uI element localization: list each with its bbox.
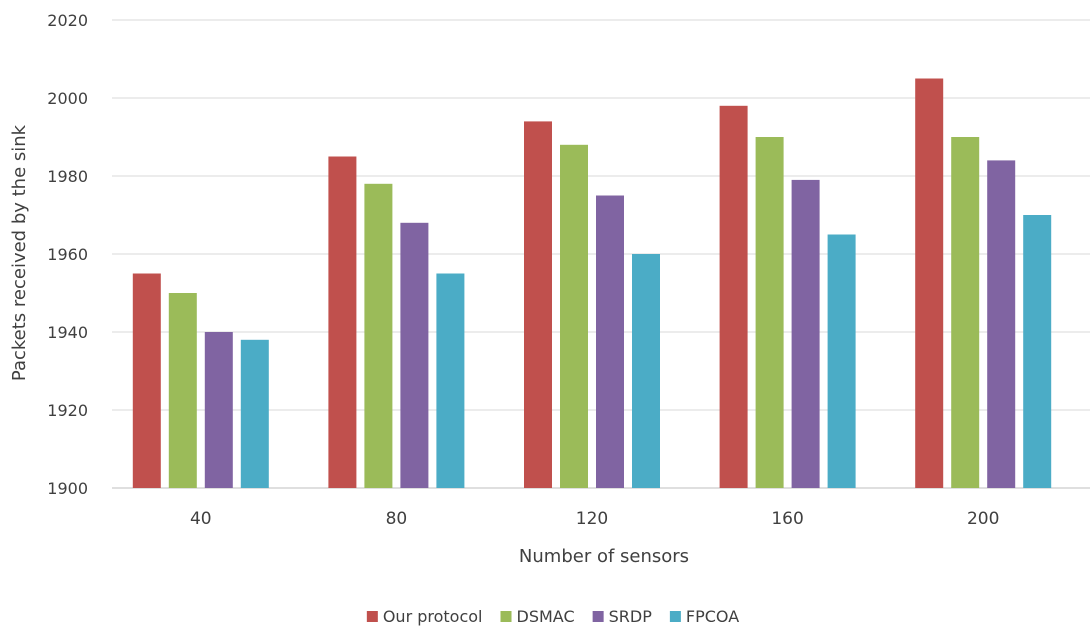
bar-srdp-200 xyxy=(987,160,1016,488)
x-tick-label: 200 xyxy=(967,509,999,529)
bar-our-protocol-80 xyxy=(328,156,357,488)
x-tick-label: 80 xyxy=(386,509,408,529)
bar-fpcoa-80 xyxy=(436,273,465,488)
bar-our-protocol-120 xyxy=(524,121,552,489)
bar-srdp-160 xyxy=(791,179,820,488)
bar-srdp-120 xyxy=(596,195,624,488)
y-tick-label: 1980 xyxy=(47,167,88,186)
legend-item-fpcoa: FPCOA xyxy=(669,607,739,626)
bar-dsmac-120 xyxy=(560,144,588,489)
y-axis-tick-labels: 1900 1920 1940 1960 1980 2000 2020 xyxy=(47,11,88,498)
y-tick-label: 1940 xyxy=(47,323,88,342)
y-tick-label: 2000 xyxy=(47,89,88,108)
bar-dsmac-40 xyxy=(168,293,197,488)
bar-our-protocol-200 xyxy=(915,78,944,488)
legend-label: Our protocol xyxy=(383,607,483,626)
bar-dsmac-160 xyxy=(755,137,784,488)
y-tick-label: 2020 xyxy=(47,11,88,30)
legend-swatch xyxy=(500,611,512,622)
bar-srdp-40 xyxy=(204,332,233,488)
x-tick-label: 160 xyxy=(771,509,803,529)
legend-swatch xyxy=(592,611,604,622)
bar-our-protocol-40 xyxy=(132,273,161,488)
legend-swatch xyxy=(366,611,378,622)
bar-dsmac-200 xyxy=(951,137,980,488)
bar-dsmac-80 xyxy=(364,183,393,489)
bar-fpcoa-40 xyxy=(240,339,269,488)
legend-label: FPCOA xyxy=(686,607,739,626)
bars xyxy=(132,78,1052,489)
x-axis-tick-labels: 40 80 120 160 200 xyxy=(190,509,999,529)
bar-fpcoa-200 xyxy=(1023,215,1052,488)
legend-label: SRDP xyxy=(609,607,653,626)
y-axis-label: Packets received by the sink xyxy=(9,124,30,381)
legend-item-dsmac: DSMAC xyxy=(500,607,575,626)
bar-our-protocol-160 xyxy=(719,105,748,489)
bar-fpcoa-160 xyxy=(827,234,856,488)
legend-item-srdp: SRDP xyxy=(592,607,653,626)
legend: Our protocol DSMAC SRDP FPCOA xyxy=(366,607,739,626)
legend-label: DSMAC xyxy=(517,607,575,626)
y-tick-label: 1900 xyxy=(47,479,88,498)
legend-item-our-protocol: Our protocol xyxy=(366,607,483,626)
y-tick-label: 1960 xyxy=(47,245,88,264)
y-tick-label: 1920 xyxy=(47,401,88,420)
x-tick-label: 120 xyxy=(576,509,608,529)
x-tick-label: 40 xyxy=(190,509,212,529)
bar-srdp-80 xyxy=(400,222,429,489)
x-axis-label: Number of sensors xyxy=(519,546,689,567)
bar-fpcoa-120 xyxy=(632,254,660,488)
legend-swatch xyxy=(669,611,681,622)
